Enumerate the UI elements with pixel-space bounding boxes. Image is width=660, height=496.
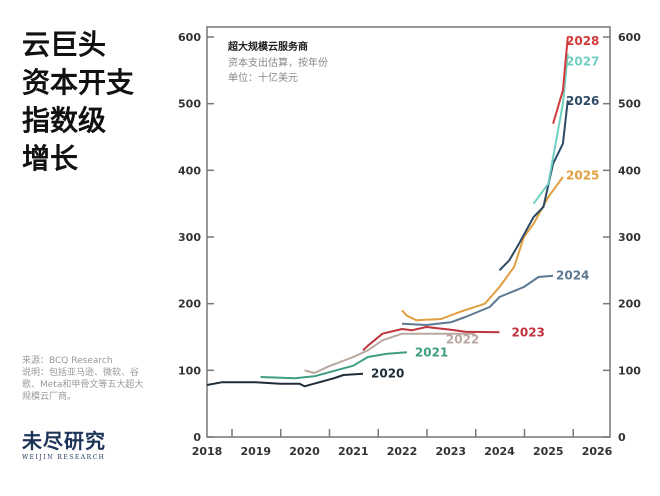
x-tick-label: 2025: [533, 445, 564, 458]
headline-line: 指数级: [22, 104, 107, 137]
y-tick-label-right: 500: [618, 98, 641, 111]
y-tick-label-left: 600: [178, 31, 201, 44]
chart-subtitle: 资本支出估算，按年份: [228, 56, 328, 69]
y-tick-label-left: 100: [178, 364, 201, 377]
y-tick-label-left: 300: [178, 231, 201, 244]
y-tick-label-right: 0: [618, 431, 626, 444]
x-tick-label: 2020: [289, 445, 320, 458]
x-tick-label: 2019: [240, 445, 271, 458]
logo-cn: 未尽研究: [22, 429, 106, 453]
series-label-2027: 2027: [566, 55, 599, 69]
series-line-2028: [552, 36, 569, 124]
x-tick-label: 2018: [192, 445, 223, 458]
series-line-2024: [401, 274, 554, 326]
series-line-2027: [532, 53, 569, 205]
headline: 云巨头 资本开支 指数级 增长: [22, 26, 134, 178]
series-line-2025: [401, 176, 564, 322]
y-tick-label-left: 0: [193, 431, 201, 444]
series-label-2024: 2024: [556, 269, 589, 283]
y-tick-label-left: 200: [178, 298, 201, 311]
series-label-2020: 2020: [371, 367, 404, 381]
series-line-2023: [362, 326, 500, 352]
x-tick-label: 2024: [484, 445, 515, 458]
logo: 未尽研究 WEIJIN RESEARCH: [22, 425, 106, 461]
x-tick-label: 2021: [338, 445, 369, 458]
y-tick-label-right: 300: [618, 231, 641, 244]
series-label-2028: 2028: [566, 34, 599, 48]
explain-text: 说明：包括亚马逊、微软、谷歌、Meta和甲骨文等五大超大规模云厂商。: [22, 368, 144, 402]
logo-en: WEIJIN RESEARCH: [22, 454, 106, 461]
series-label-2022: 2022: [446, 333, 479, 347]
plot-frame: [206, 26, 611, 438]
y-tick-label-right: 600: [618, 31, 641, 44]
y-tick-label-right: 400: [618, 164, 641, 177]
series-line-2020: [206, 372, 364, 388]
x-tick-label: 2023: [435, 445, 466, 458]
series-line-2026: [498, 100, 569, 271]
source-text: 来源：BCQ Research: [22, 356, 113, 366]
y-tick-label-right: 200: [618, 298, 641, 311]
series-line-2021: [260, 351, 407, 380]
series-label-2025: 2025: [566, 169, 599, 183]
headline-line: 增长: [22, 142, 79, 175]
y-tick-label-right: 100: [618, 364, 641, 377]
y-tick-label-left: 400: [178, 164, 201, 177]
chart-title: 超大规模云服务商: [227, 40, 308, 53]
series-line-2022: [304, 332, 476, 374]
headline-line: 资本开支: [22, 66, 135, 99]
source-note: 来源：BCQ Research 说明：包括亚马逊、微软、谷歌、Meta和甲骨文等…: [22, 355, 150, 403]
series-label-2021: 2021: [415, 345, 448, 359]
chart-unit: 单位：十亿美元: [228, 71, 298, 84]
headline-line: 云巨头: [22, 28, 107, 61]
series-label-2023: 2023: [512, 325, 545, 339]
x-tick-label: 2022: [387, 445, 418, 458]
series-label-2026: 2026: [566, 94, 599, 108]
y-tick-label-left: 500: [178, 98, 201, 111]
x-tick-label: 2026: [582, 445, 613, 458]
